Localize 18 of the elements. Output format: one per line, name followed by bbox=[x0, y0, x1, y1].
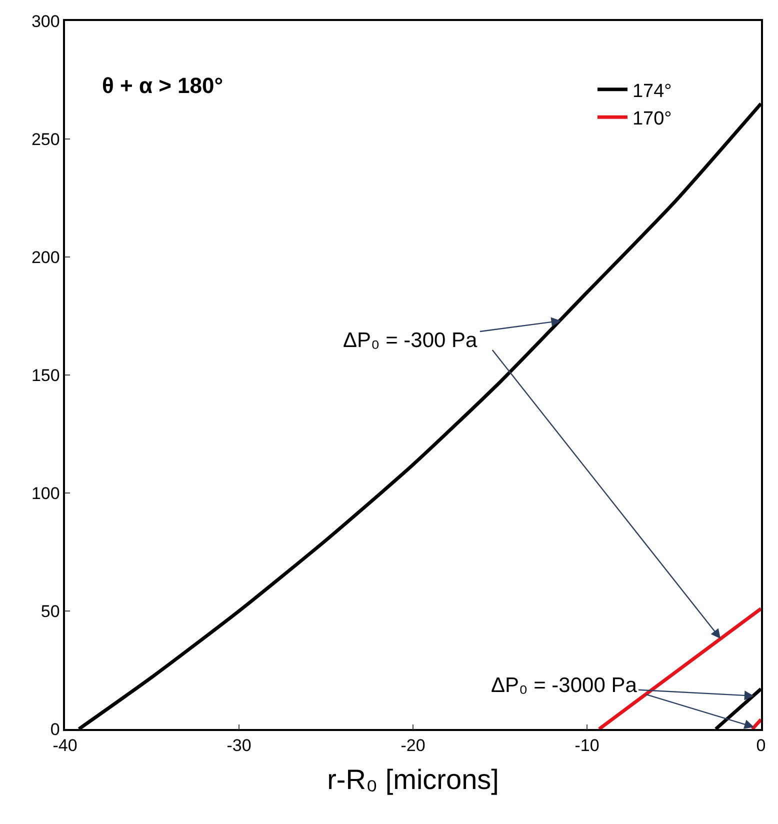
y-tick-label: 0 bbox=[50, 720, 60, 739]
annotation: θ + α > 180° bbox=[102, 73, 224, 98]
y-tick-label: 250 bbox=[31, 130, 60, 149]
x-tick-label: 0 bbox=[756, 736, 766, 756]
x-tick-label: -10 bbox=[574, 736, 600, 756]
annotation: ΔP₀ = -3000 Pa bbox=[491, 674, 638, 697]
y-tick-label: 200 bbox=[31, 248, 60, 267]
y-tick-label: 300 bbox=[31, 12, 60, 31]
x-tick-label: -40 bbox=[52, 736, 78, 756]
x-tick-label: -20 bbox=[400, 736, 426, 756]
x-tick-label: -30 bbox=[226, 736, 252, 756]
y-tick-label: 50 bbox=[40, 602, 60, 621]
legend-label: 174° bbox=[632, 80, 672, 102]
annotation: ΔP₀ = -300 Pa bbox=[343, 329, 478, 352]
legend-label: 170° bbox=[632, 108, 672, 130]
y-tick-label: 150 bbox=[31, 366, 60, 385]
y-tick-label: 100 bbox=[31, 484, 60, 503]
x-axis-title: r-R₀ [microns] bbox=[327, 764, 499, 795]
